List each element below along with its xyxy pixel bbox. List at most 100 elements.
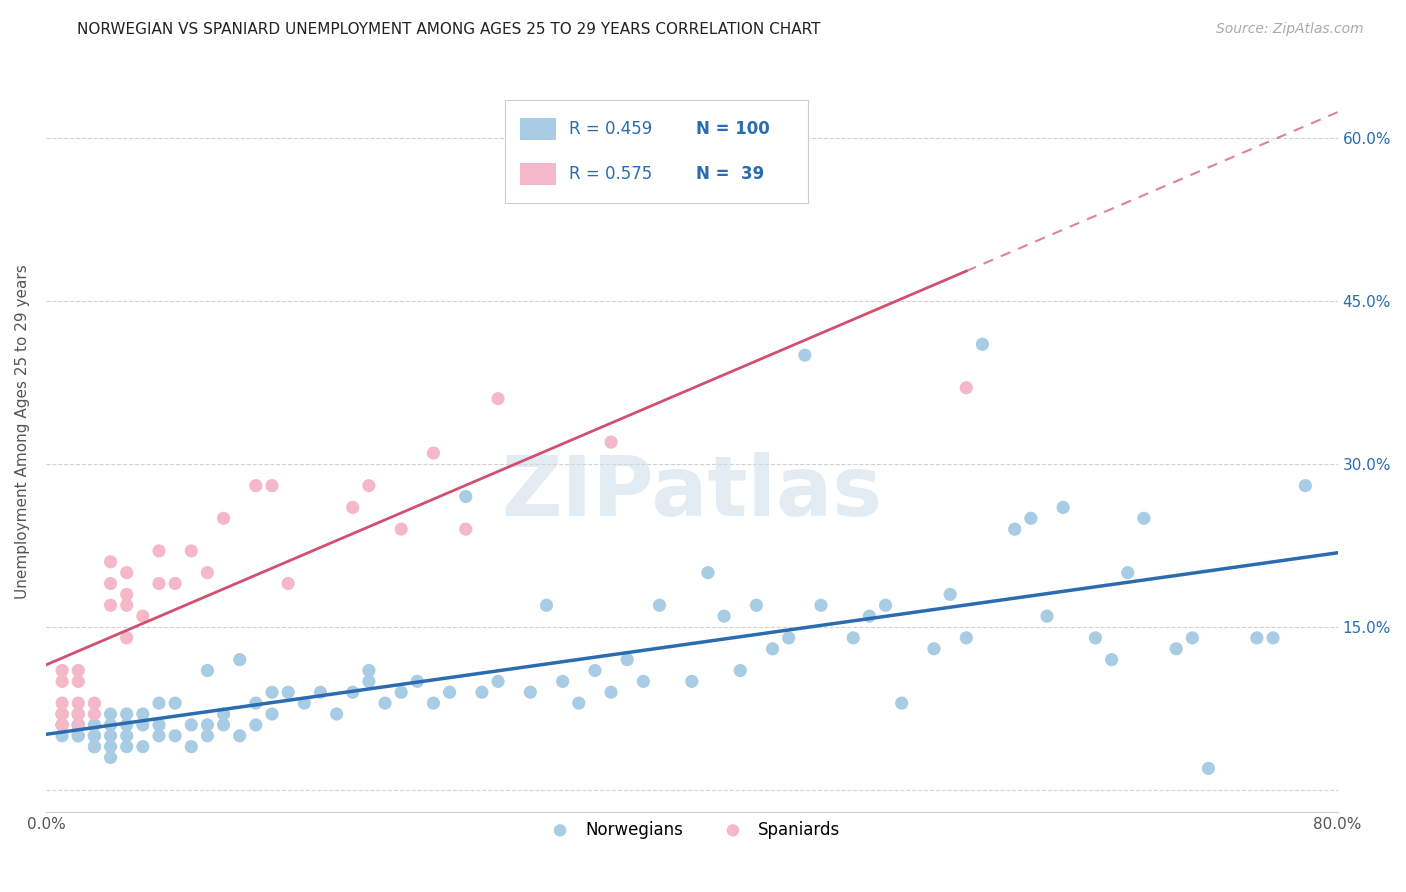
FancyBboxPatch shape [520,119,557,139]
Point [389,522,412,536]
Point [100,555,122,569]
Point [1261,631,1284,645]
Point [83,739,105,754]
Point [922,641,945,656]
Legend: Norwegians, Spaniards: Norwegians, Spaniards [537,814,846,846]
Point [51,696,73,710]
Point [422,446,444,460]
Point [100,729,122,743]
Point [51,718,73,732]
Point [842,631,865,645]
Point [1101,653,1123,667]
Point [277,576,299,591]
Point [83,739,105,754]
Point [616,653,638,667]
Point [67,706,90,721]
FancyBboxPatch shape [505,100,808,202]
Point [51,706,73,721]
Point [260,706,283,721]
Point [67,729,90,743]
Point [115,729,138,743]
Point [583,664,606,678]
Text: R = 0.459: R = 0.459 [569,120,652,138]
Point [1294,478,1316,492]
Point [1246,631,1268,645]
Point [100,750,122,764]
Point [115,587,138,601]
Point [115,706,138,721]
Point [67,706,90,721]
Point [115,718,138,732]
Point [180,718,202,732]
Point [1036,609,1059,624]
Point [51,718,73,732]
Point [890,696,912,710]
Point [67,718,90,732]
Point [115,566,138,580]
Point [292,696,315,710]
Point [148,544,170,558]
Point [67,718,90,732]
Point [260,685,283,699]
Point [51,706,73,721]
Text: N =  39: N = 39 [696,165,763,183]
Point [357,674,380,689]
Point [197,729,219,743]
Point [212,511,235,525]
Point [148,576,170,591]
Point [955,381,977,395]
Text: N = 100: N = 100 [696,120,769,138]
Point [875,599,897,613]
Point [83,718,105,732]
Point [471,685,494,699]
Point [374,696,396,710]
Point [568,696,591,710]
Point [212,718,235,732]
Point [648,599,671,613]
Point [1198,761,1220,775]
Point [1052,500,1074,515]
Point [277,685,299,699]
Point [83,729,105,743]
Point [406,674,429,689]
Point [486,392,509,406]
Point [51,674,73,689]
Point [1004,522,1026,536]
Point [51,718,73,732]
Point [486,674,509,689]
Point [1133,511,1156,525]
Point [67,696,90,710]
Point [761,641,783,656]
Point [165,696,187,710]
Point [454,490,477,504]
Point [713,609,735,624]
Point [67,664,90,678]
Point [132,739,155,754]
Point [197,718,219,732]
Point [197,566,219,580]
Point [132,718,155,732]
Point [51,664,73,678]
Point [778,631,800,645]
Point [197,664,219,678]
Point [51,729,73,743]
Point [939,587,962,601]
Point [245,696,267,710]
Text: Source: ZipAtlas.com: Source: ZipAtlas.com [1216,22,1364,37]
Point [972,337,994,351]
Point [697,566,720,580]
Point [1181,631,1204,645]
Point [67,718,90,732]
Y-axis label: Unemployment Among Ages 25 to 29 years: Unemployment Among Ages 25 to 29 years [15,264,30,599]
Point [67,729,90,743]
Point [245,718,267,732]
Point [600,435,623,450]
Point [180,739,202,754]
Point [67,674,90,689]
Point [454,522,477,536]
Point [260,478,283,492]
Point [148,729,170,743]
Point [100,599,122,613]
Point [148,718,170,732]
Point [858,609,880,624]
